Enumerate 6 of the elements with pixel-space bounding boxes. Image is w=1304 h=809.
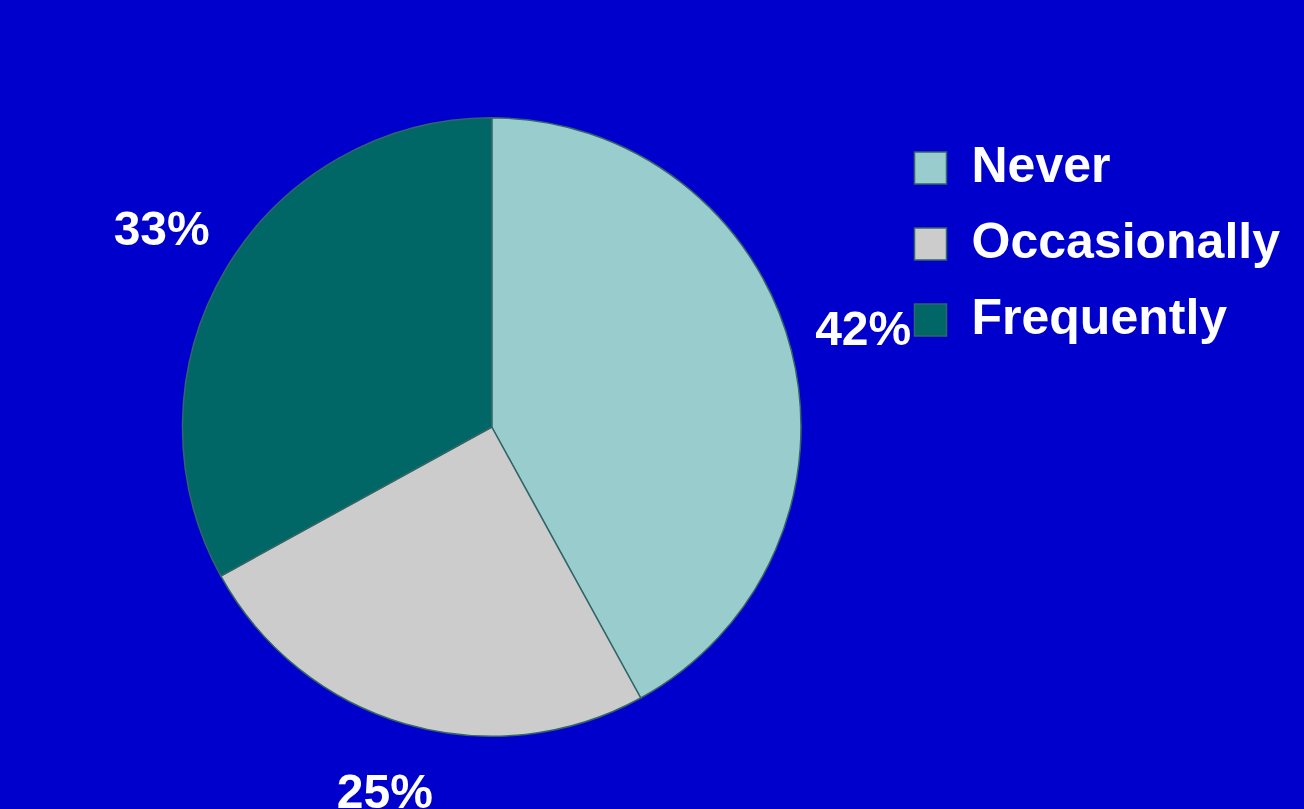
data-label: 42%	[815, 301, 912, 355]
data-label: 33%	[113, 202, 210, 256]
legend-label: Never	[971, 136, 1111, 193]
legend-label: Frequently	[971, 288, 1228, 345]
data-label: 25%	[336, 765, 433, 809]
legend-label: Occasionally	[971, 212, 1281, 269]
